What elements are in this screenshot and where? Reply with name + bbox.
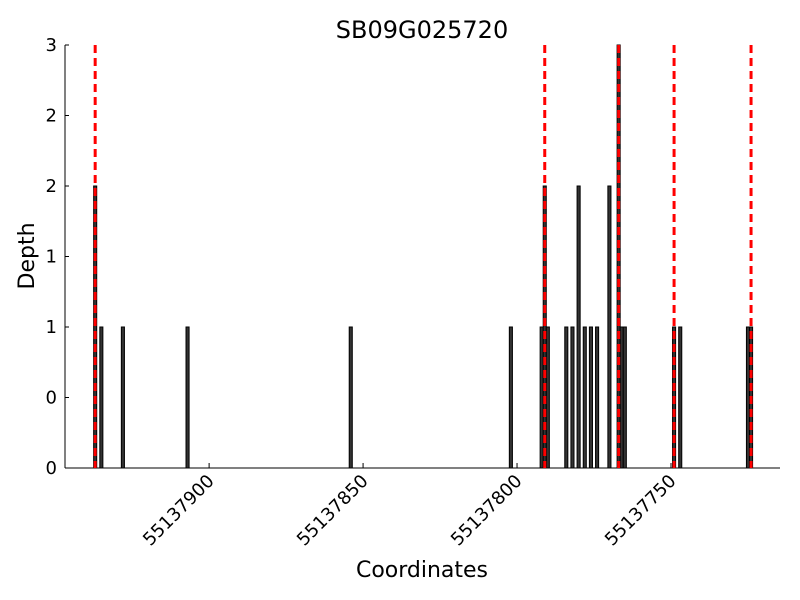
x-tick-label: 55137900 [139, 471, 219, 551]
bar [622, 326, 627, 469]
y-tick-label: 2 [46, 106, 57, 127]
bar [564, 326, 569, 469]
bar [607, 185, 612, 469]
y-axis-label: Depth [15, 222, 40, 289]
x-axis-label: Coordinates [356, 558, 488, 583]
bar [508, 326, 513, 469]
bar [595, 326, 600, 469]
x-tick-label: 55137850 [293, 471, 373, 551]
y-tick-label: 1 [46, 247, 57, 268]
x-tick-label: 55137750 [601, 471, 681, 551]
bar [576, 185, 581, 469]
y-tick-label: 0 [46, 388, 57, 409]
bar [99, 326, 104, 469]
bar [588, 326, 593, 469]
y-tick-label: 1 [46, 317, 57, 338]
bar [185, 326, 190, 469]
bar [678, 326, 683, 469]
x-tick-label: 55137800 [447, 471, 527, 551]
bar [120, 326, 125, 469]
chart-title: SB09G025720 [336, 16, 508, 44]
y-tick-label: 3 [46, 35, 57, 56]
bar [570, 326, 575, 469]
bar [545, 326, 550, 469]
bar [582, 326, 587, 469]
bar [348, 326, 353, 469]
y-tick-label: 0 [46, 458, 57, 479]
y-tick-label: 2 [46, 176, 57, 197]
